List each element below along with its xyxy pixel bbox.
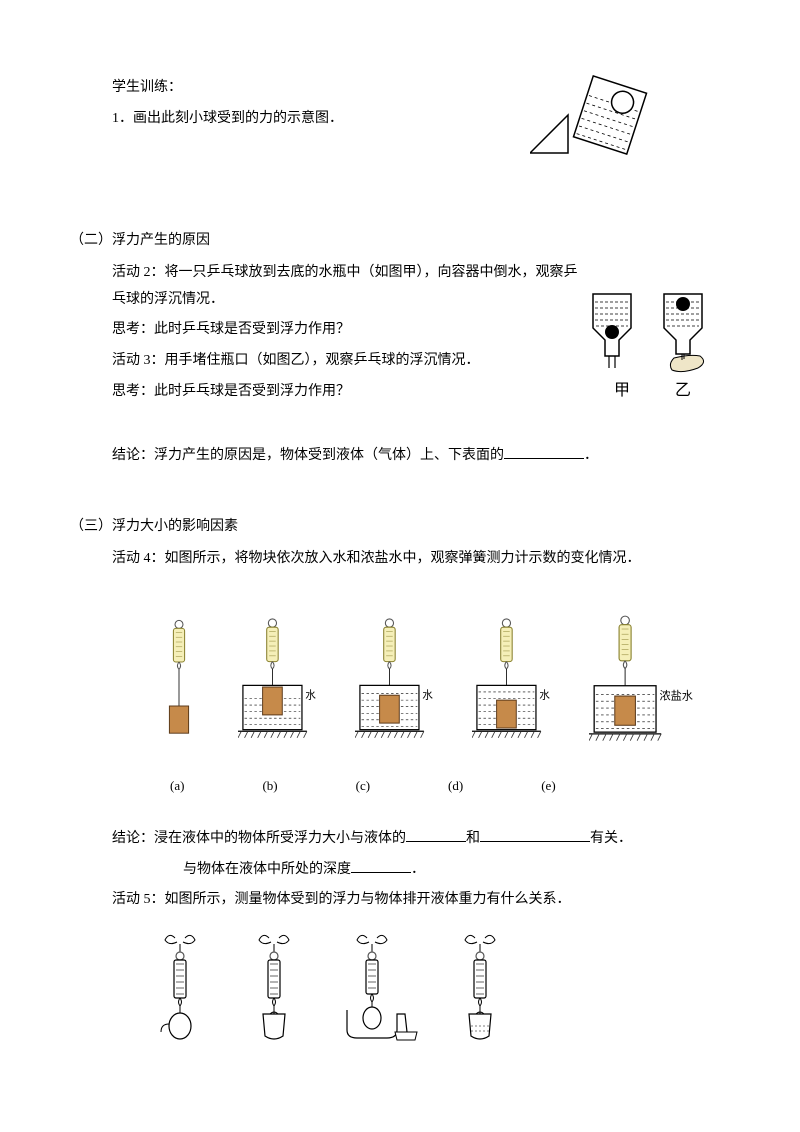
fig-e-icon: 浓盐水	[589, 603, 699, 764]
bottle-figure-pair: 甲 乙	[589, 290, 710, 406]
section-2-body: 甲 乙 活动 2：将一只乒乓球放到去底的水瓶中（如图甲），向容器中倒水，观察乒乓…	[70, 260, 730, 409]
blank-volume	[480, 827, 590, 842]
svg-text:水: 水	[305, 689, 316, 701]
act5-fig-1-icon	[155, 932, 213, 1042]
conclusion-2-pre: 结论：浮力产生的原因是，物体受到液体（气体）上、下表面的	[112, 448, 504, 463]
section-2-conclusion: 结论：浮力产生的原因是，物体受到液体（气体）上、下表面的 ．	[112, 443, 730, 470]
conc1-mid: 和	[466, 831, 480, 846]
label-c: (c)	[356, 774, 370, 799]
conc2-pre: 与物体在液体中所处的深度	[183, 862, 351, 877]
bottle-label-jia: 甲	[614, 376, 630, 406]
spring-scale-figures: 水 水 水	[155, 603, 730, 764]
act5-fig-3-icon	[341, 932, 419, 1042]
bottle-jia-icon	[589, 290, 635, 374]
fig-d-icon: 水	[472, 603, 554, 764]
bottle-yi-icon	[660, 290, 710, 374]
conclusion-2-post: ．	[584, 448, 598, 463]
exercise-block: 学生训练： 1．画出此刻小球受到的力的示意图．	[112, 75, 730, 166]
section-3-title: （三）浮力大小的影响因素	[70, 514, 730, 541]
label-b: (b)	[262, 774, 277, 799]
blank-density	[406, 827, 466, 842]
figure-labels-row: (a) (b) (c) (d) (e)	[170, 774, 730, 799]
label-d: (d)	[448, 774, 463, 799]
conc1-post: 有关．	[590, 831, 632, 846]
label-e: (e)	[541, 774, 555, 799]
fig-a-icon	[155, 603, 203, 764]
svg-text:水: 水	[422, 689, 433, 701]
act5-fig-4-icon	[457, 932, 509, 1042]
activity-5-figures	[155, 932, 730, 1042]
svg-text:水: 水	[539, 689, 550, 701]
section-3-conclusion-2: 与物体在液体中所处的深度 ．	[183, 857, 730, 884]
blank-depth	[351, 857, 411, 872]
blank-cause	[504, 444, 584, 459]
svg-text:浓盐水: 浓盐水	[659, 689, 692, 702]
incline-beaker-figure	[530, 69, 650, 166]
section-3-conclusion-1: 结论：浸在液体中的物体所受浮力大小与液体的 和 有关．	[112, 826, 730, 853]
act5-fig-2-icon	[251, 932, 303, 1042]
bottle-label-yi: 乙	[675, 376, 691, 406]
label-a: (a)	[170, 774, 184, 799]
section-2-title: （二）浮力产生的原因	[70, 228, 730, 255]
fig-c-icon: 水	[355, 603, 437, 764]
fig-b-icon: 水	[238, 603, 320, 764]
activity-5-text: 活动 5：如图所示，测量物体受到的浮力与物体排开液体重力有什么关系．	[112, 887, 730, 914]
conc2-post: ．	[411, 862, 425, 877]
conc1-pre: 结论：浸在液体中的物体所受浮力大小与液体的	[112, 831, 406, 846]
activity-4-text: 活动 4：如图所示，将物块依次放入水和浓盐水中，观察弹簧测力计示数的变化情况．	[112, 546, 730, 573]
